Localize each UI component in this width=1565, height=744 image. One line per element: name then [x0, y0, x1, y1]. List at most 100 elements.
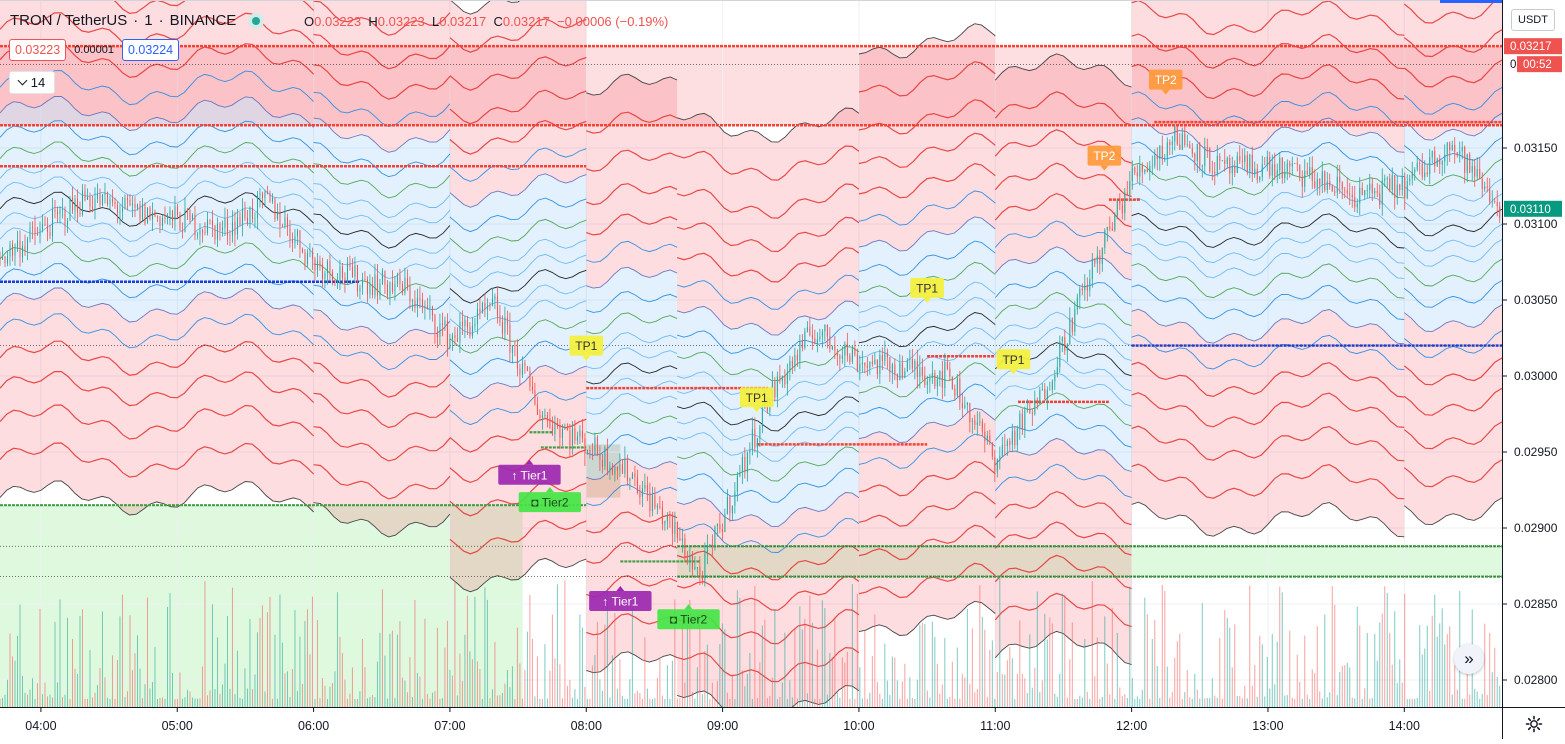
candle-body: [609, 466, 611, 471]
sell-button[interactable]: 0.03223: [9, 39, 67, 61]
candle-body: [126, 197, 128, 200]
candle-body: [1434, 150, 1436, 167]
band-line: [449, 56, 587, 91]
band-line: [1131, 33, 1405, 70]
candle-body: [959, 378, 961, 403]
candle-body: [241, 209, 243, 225]
candle-body: [1204, 146, 1206, 166]
candle-body: [1201, 165, 1203, 167]
label-pointer: [1009, 369, 1018, 375]
candle-body: [651, 495, 653, 512]
candle-body: [1141, 165, 1143, 173]
band-line: [858, 562, 996, 599]
candle-body: [1279, 157, 1281, 171]
candle-body: [384, 270, 386, 285]
band-line: [449, 364, 587, 400]
candle-body: [904, 371, 906, 378]
candle-body: [86, 197, 88, 200]
scroll-to-realtime-button[interactable]: »: [1454, 644, 1484, 674]
currency-button[interactable]: USDT: [1511, 9, 1555, 31]
candle-body: [794, 355, 796, 367]
candle-body: [786, 371, 788, 385]
candle-body: [136, 204, 138, 208]
band-line: [1403, 459, 1503, 488]
candle-body: [81, 190, 83, 215]
candle-body: [396, 275, 398, 284]
candle-body: [559, 424, 561, 438]
band-line: [0, 340, 315, 376]
candle-body: [101, 194, 103, 206]
candle-body: [26, 239, 28, 251]
candle-body: [316, 260, 318, 271]
band-line: [586, 312, 678, 335]
band-line: [994, 392, 1132, 427]
candle-body: [14, 246, 16, 256]
band-line: [994, 521, 1132, 556]
candle-body: [1399, 184, 1401, 191]
candle-body: [1364, 190, 1366, 196]
x-tick-label: 13:00: [1252, 719, 1283, 733]
candle-body: [56, 211, 58, 214]
band-line: [313, 335, 451, 371]
candle-body: [1224, 160, 1226, 164]
candle-body: [1271, 164, 1273, 176]
candle-body: [359, 287, 361, 292]
buy-button[interactable]: 0.03224: [121, 39, 180, 61]
band-line: [858, 216, 996, 252]
band-line: [313, 243, 451, 279]
candle-body: [979, 421, 981, 423]
x-tick-label: 11:00: [980, 719, 1010, 733]
symbol-title[interactable]: TRON / TetherUS · 1 · BINANCE: [10, 12, 265, 29]
market-status-icon[interactable]: [248, 12, 265, 29]
candle-body: [689, 556, 691, 562]
candle-body: [1014, 430, 1016, 446]
candle-body: [936, 379, 938, 387]
candle-body: [546, 415, 548, 418]
candle-body: [499, 315, 501, 323]
band-line: [994, 270, 1132, 305]
candle-body: [94, 198, 96, 209]
candle-body: [194, 214, 196, 236]
indicator-toggle[interactable]: 14: [9, 71, 55, 94]
candle-body: [1261, 164, 1263, 177]
candle-body: [809, 326, 811, 336]
signal-labels: TP2 TP2 TP1 TP1 TP1 TP1 ↑ Tier1 ◘ Tier2 ↑ Tier1 ◘…: [498, 69, 1183, 630]
band-line: [313, 228, 451, 264]
candle-body: [39, 228, 41, 236]
band-line: [994, 291, 1132, 327]
candle-body: [789, 360, 791, 372]
change-value: −0.00006 (−0.19%): [557, 14, 669, 29]
candle-body: [639, 492, 641, 498]
candle-body: [391, 282, 393, 292]
candle-body: [49, 231, 51, 237]
candle-body: [259, 193, 261, 196]
gear-icon[interactable]: [1522, 713, 1546, 735]
candle-body: [129, 199, 131, 206]
mid-band-fill: [586, 267, 678, 480]
candle-body: [379, 283, 381, 296]
candle-body: [1296, 163, 1298, 165]
candle-body: [1114, 215, 1116, 231]
band-line: [994, 246, 1132, 281]
candle-body: [879, 355, 881, 375]
candle-body: [1169, 142, 1171, 145]
candle-body: [419, 297, 421, 300]
candle-body: [19, 240, 21, 258]
candle-body: [1404, 176, 1406, 198]
candle-body: [471, 325, 473, 337]
candle-body: [661, 507, 663, 525]
candle-body: [1476, 168, 1478, 177]
band-line: [676, 107, 860, 143]
band-line: [449, 253, 587, 289]
candle-body: [1336, 176, 1338, 193]
low-value: 0.03217: [439, 14, 487, 29]
candle-body: [446, 320, 448, 348]
candle-body: [1356, 203, 1358, 208]
x-tick-label: 05:00: [162, 719, 193, 733]
candle-body: [1276, 170, 1278, 177]
axis-bg: [0, 707, 1502, 739]
indicator-count: 14: [30, 75, 46, 90]
band-line: [449, 89, 587, 125]
